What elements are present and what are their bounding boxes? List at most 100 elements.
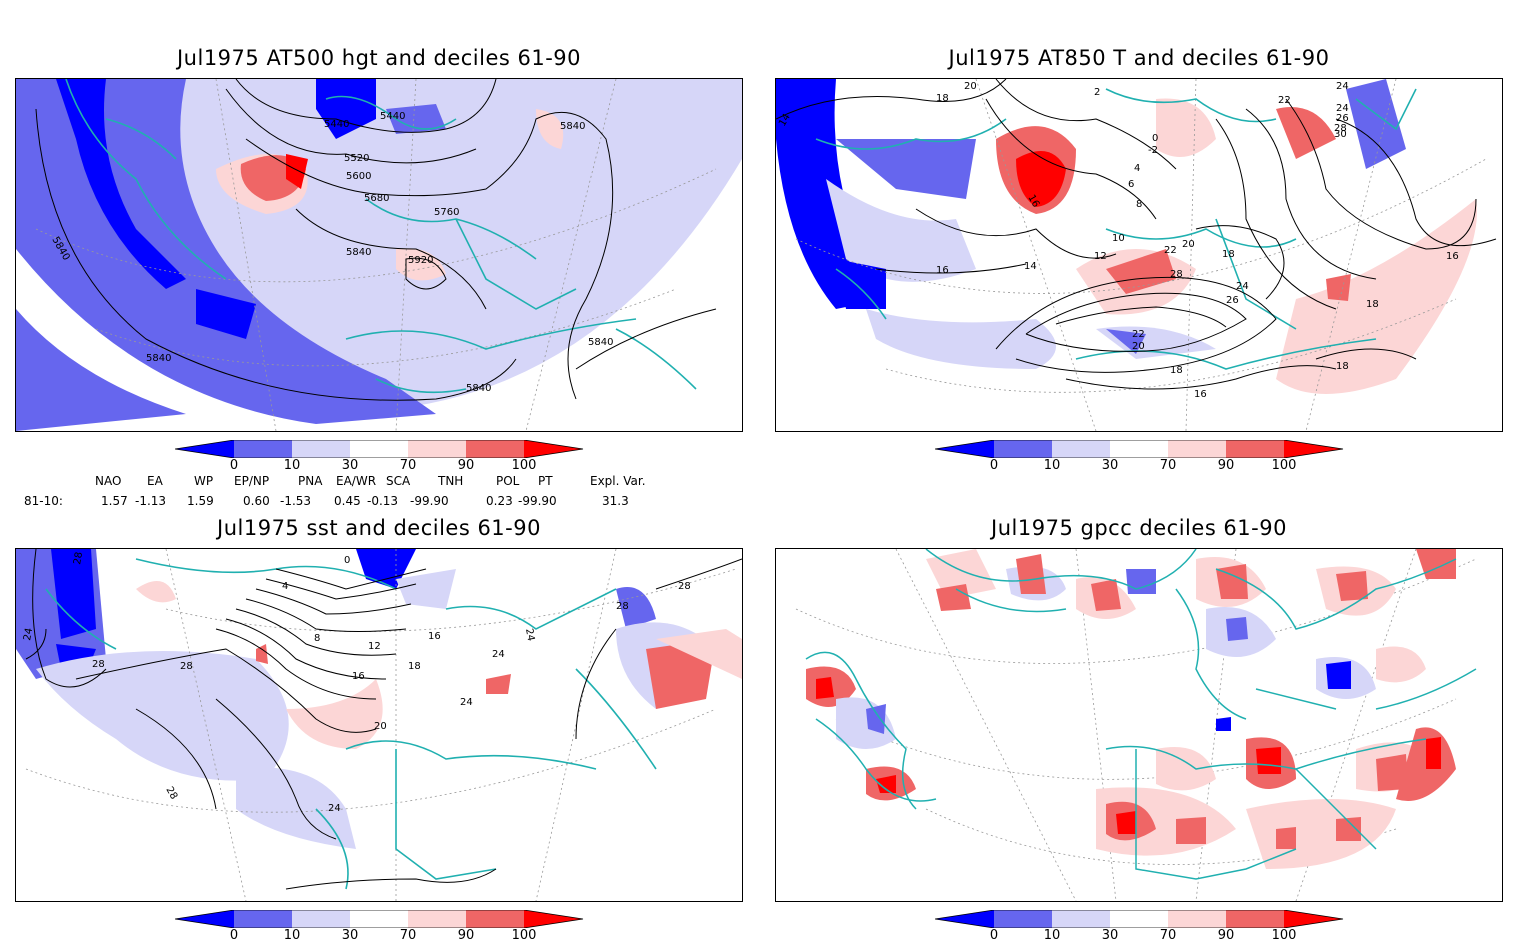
colorbar-hgt: 0 10 30 70 90 100 bbox=[174, 439, 595, 476]
map-sst-svg: 28 24 28 28 0 4 8 12 16 20 24 16 18 24 2… bbox=[16, 549, 742, 901]
svg-text:5520: 5520 bbox=[344, 153, 369, 164]
index-value: -99.90 bbox=[518, 494, 557, 508]
index-header: POL bbox=[496, 474, 520, 488]
colorbar-tick: 100 bbox=[511, 928, 537, 943]
svg-text:4: 4 bbox=[1134, 163, 1140, 174]
svg-text:18: 18 bbox=[1222, 249, 1235, 260]
map-hgt: 5440 5440 5520 5600 5680 5760 5840 5920 … bbox=[15, 78, 743, 432]
index-value: 1.59 bbox=[187, 494, 214, 508]
panel-title-hgt: Jul1975 AT500 hgt and deciles 61-90 bbox=[176, 46, 582, 70]
index-header: EA/WR bbox=[336, 474, 377, 488]
svg-text:5440: 5440 bbox=[324, 119, 349, 130]
svg-text:0: 0 bbox=[1152, 133, 1158, 144]
colorbar-tick: 10 bbox=[1043, 458, 1061, 473]
colorbar-tick: 90 bbox=[1217, 458, 1235, 473]
colorbar-t850: 0 10 30 70 90 100 bbox=[934, 439, 1355, 476]
svg-text:20: 20 bbox=[964, 81, 977, 92]
colorbar-tick: 100 bbox=[1271, 458, 1297, 473]
svg-text:16: 16 bbox=[428, 631, 441, 642]
svg-text:26: 26 bbox=[1336, 113, 1349, 124]
svg-text:5920: 5920 bbox=[408, 255, 433, 266]
svg-text:0: 0 bbox=[344, 555, 350, 566]
index-value: 0.60 bbox=[243, 494, 270, 508]
colorbar-tick: 10 bbox=[283, 458, 301, 473]
index-value: 0.45 bbox=[334, 494, 361, 508]
svg-text:24: 24 bbox=[328, 803, 341, 814]
svg-text:18: 18 bbox=[408, 661, 421, 672]
svg-text:28: 28 bbox=[616, 601, 629, 612]
svg-text:24: 24 bbox=[492, 649, 505, 660]
svg-text:6: 6 bbox=[1128, 179, 1134, 190]
panel-title-sst: Jul1975 sst and deciles 61-90 bbox=[217, 516, 541, 540]
map-hgt-svg: 5440 5440 5520 5600 5680 5760 5840 5920 … bbox=[16, 79, 742, 431]
svg-text:16: 16 bbox=[352, 671, 365, 682]
svg-text:12: 12 bbox=[1094, 251, 1107, 262]
colorbar-tick: 90 bbox=[457, 928, 475, 943]
index-header: PT bbox=[538, 474, 553, 488]
colorbar-tick: 30 bbox=[341, 928, 359, 943]
svg-text:28: 28 bbox=[163, 785, 179, 802]
svg-text:18: 18 bbox=[936, 93, 949, 104]
svg-text:16: 16 bbox=[936, 265, 949, 276]
svg-text:5600: 5600 bbox=[346, 171, 371, 182]
colorbar-tick: 0 bbox=[229, 928, 239, 943]
colorbar-tick: 90 bbox=[1217, 928, 1235, 943]
colorbar-tick: 30 bbox=[341, 458, 359, 473]
svg-text:8: 8 bbox=[314, 633, 320, 644]
colorbar-svg bbox=[934, 909, 1344, 929]
index-header: EP/NP bbox=[234, 474, 270, 488]
colorbar-tick: 70 bbox=[1159, 458, 1177, 473]
svg-text:22: 22 bbox=[1164, 245, 1177, 256]
index-value: 31.3 bbox=[602, 494, 629, 508]
index-header: TNH bbox=[438, 474, 464, 488]
index-row-label: 81-10: bbox=[24, 494, 63, 508]
svg-text:24: 24 bbox=[22, 627, 35, 641]
svg-text:24: 24 bbox=[460, 697, 473, 708]
svg-text:24: 24 bbox=[1336, 103, 1349, 114]
svg-text:18: 18 bbox=[1366, 299, 1379, 310]
index-value: -1.13 bbox=[135, 494, 167, 508]
colorbar-svg bbox=[174, 439, 584, 459]
svg-text:14: 14 bbox=[1024, 261, 1037, 272]
svg-text:2: 2 bbox=[1094, 87, 1100, 98]
svg-text:5840: 5840 bbox=[146, 353, 171, 364]
svg-text:24: 24 bbox=[1336, 81, 1349, 92]
svg-text:5760: 5760 bbox=[434, 207, 459, 218]
index-header: WP bbox=[194, 474, 214, 488]
colorbar-tick: 0 bbox=[989, 928, 999, 943]
svg-text:18: 18 bbox=[1170, 365, 1183, 376]
colorbar-tick: 0 bbox=[989, 458, 999, 473]
svg-text:10: 10 bbox=[1112, 233, 1125, 244]
index-value: -99.90 bbox=[410, 494, 449, 508]
svg-text:5840: 5840 bbox=[560, 121, 585, 132]
svg-text:24: 24 bbox=[1236, 281, 1249, 292]
colorbar-tick: 30 bbox=[1101, 458, 1119, 473]
colorbar-tick: 70 bbox=[399, 928, 417, 943]
svg-text:28: 28 bbox=[180, 661, 193, 672]
svg-text:4: 4 bbox=[282, 581, 288, 592]
svg-text:5840: 5840 bbox=[588, 337, 613, 348]
svg-text:28: 28 bbox=[678, 581, 691, 592]
colorbar-tick: 0 bbox=[229, 458, 239, 473]
svg-text:26: 26 bbox=[1226, 295, 1239, 306]
colorbar-tick: 30 bbox=[1101, 928, 1119, 943]
svg-text:-2: -2 bbox=[1148, 145, 1158, 156]
panel-title-gpcc: Jul1975 gpcc deciles 61-90 bbox=[991, 516, 1287, 540]
colorbar-gpcc: 0 10 30 70 90 100 bbox=[934, 909, 1355, 946]
svg-text:12: 12 bbox=[368, 641, 381, 652]
svg-text:16: 16 bbox=[1194, 389, 1207, 400]
svg-text:16: 16 bbox=[1446, 251, 1459, 262]
svg-text:8: 8 bbox=[1136, 199, 1142, 210]
index-value: -1.53 bbox=[280, 494, 312, 508]
svg-text:20: 20 bbox=[1132, 341, 1145, 352]
svg-text:5840: 5840 bbox=[346, 247, 371, 258]
colorbar-svg bbox=[934, 439, 1344, 459]
svg-text:28: 28 bbox=[92, 659, 105, 670]
map-gpcc-svg bbox=[795, 549, 1477, 901]
index-header: PNA bbox=[298, 474, 323, 488]
svg-text:20: 20 bbox=[1182, 239, 1195, 250]
map-gpcc bbox=[775, 548, 1503, 902]
colorbar-tick: 70 bbox=[399, 458, 417, 473]
index-value: 0.23 bbox=[486, 494, 513, 508]
svg-text:24: 24 bbox=[523, 628, 536, 642]
